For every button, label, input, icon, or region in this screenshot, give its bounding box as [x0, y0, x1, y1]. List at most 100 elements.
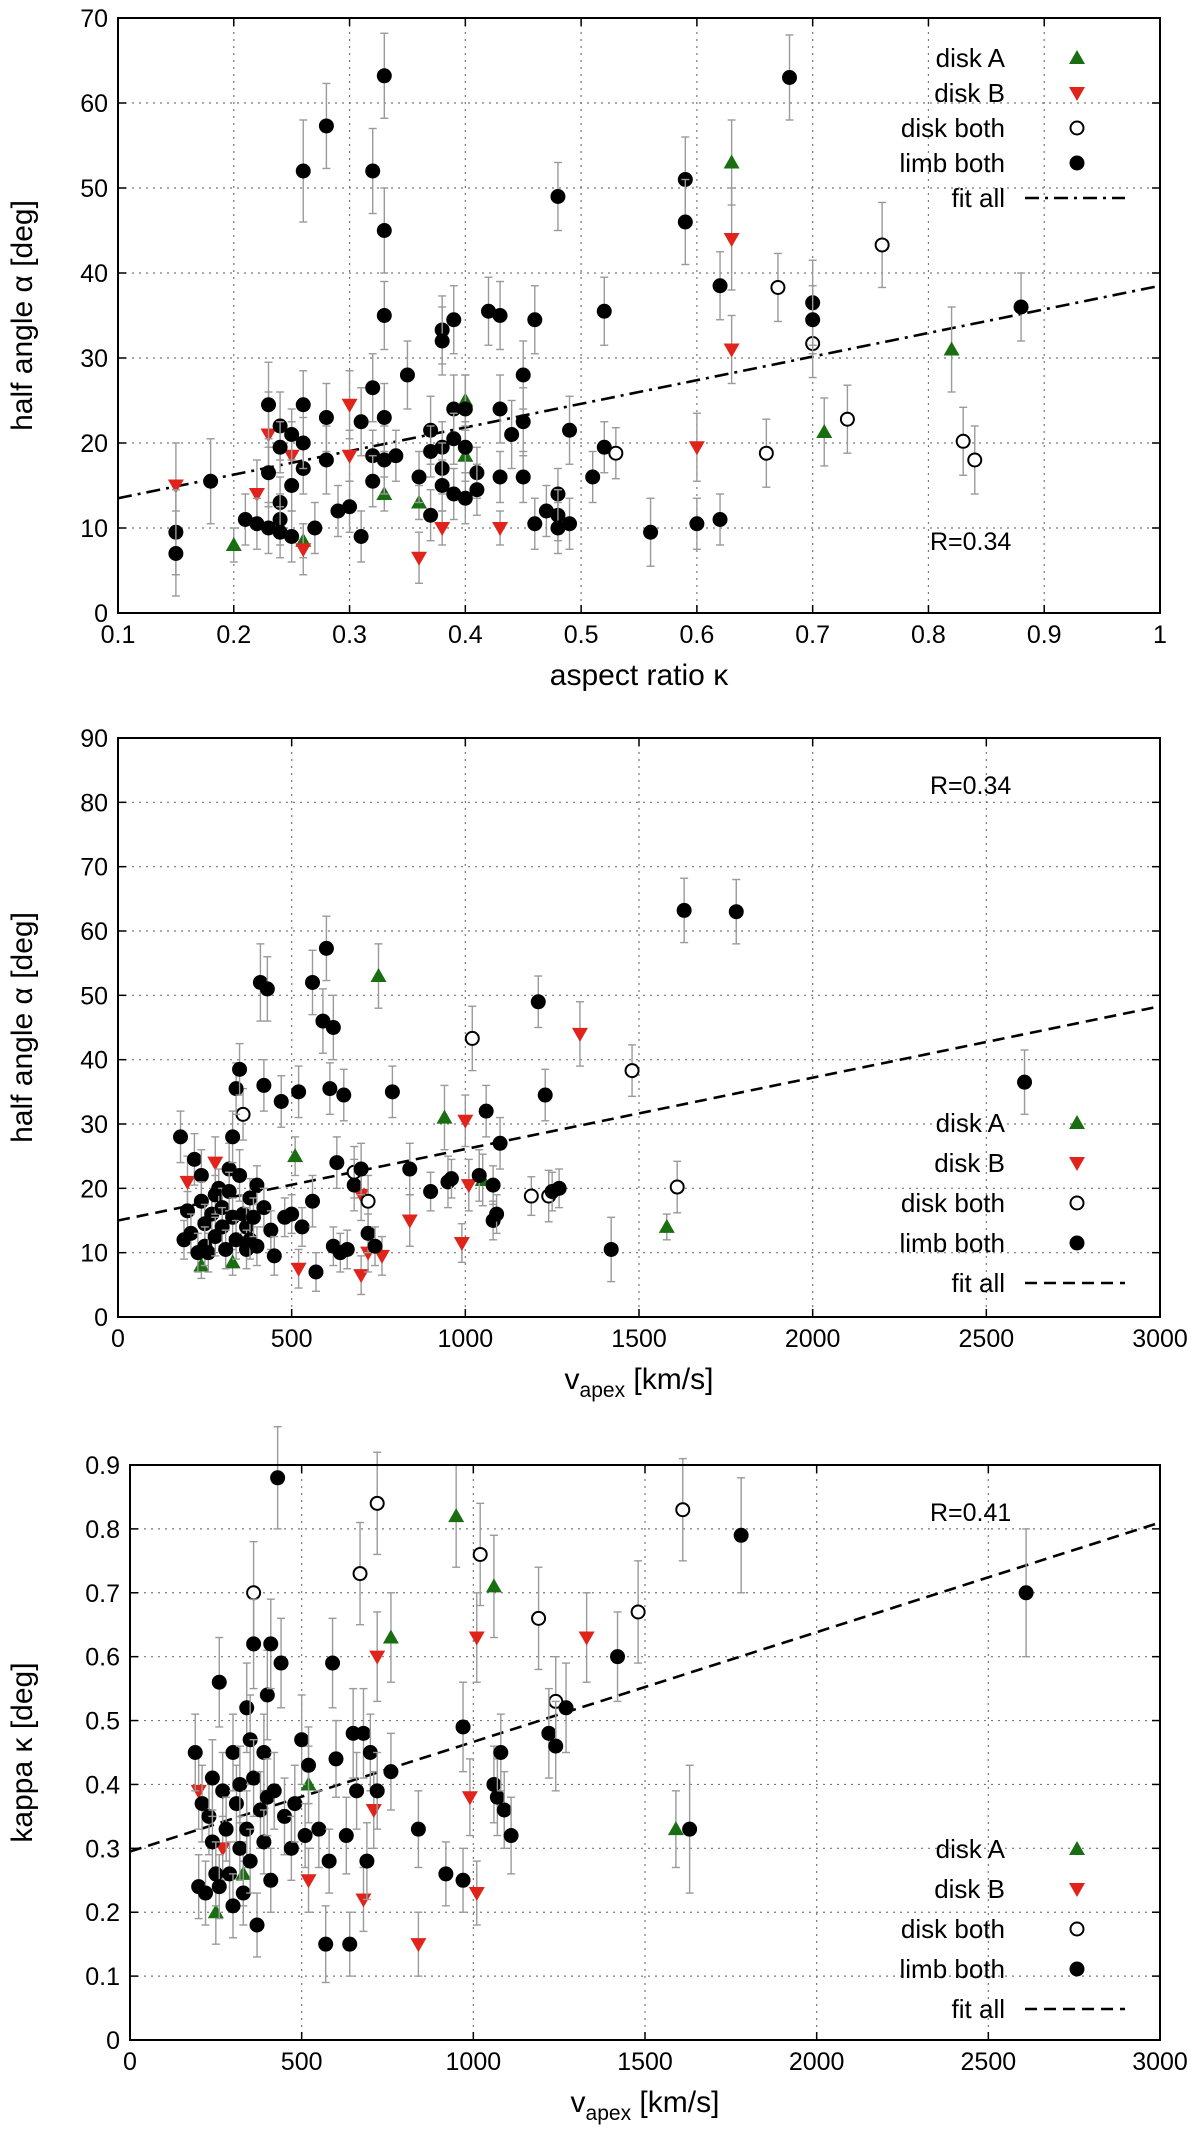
fit-all-line — [129, 1521, 1161, 1853]
point-disk-both — [874, 237, 890, 253]
point-disk-both — [472, 1546, 488, 1562]
x-label-main: v — [565, 1363, 580, 1396]
point-limb-both — [211, 1674, 227, 1690]
point-disk-both — [352, 1566, 368, 1582]
point-limb-both — [218, 1241, 234, 1257]
point-disk-B — [434, 522, 451, 536]
point-disk-B — [369, 1650, 386, 1665]
legend-label: fit all — [952, 183, 1005, 213]
point-limb-both — [329, 1155, 345, 1171]
x-label-subscript: apex — [586, 2102, 632, 2125]
point-limb-both — [349, 1783, 365, 1799]
point-limb-both — [194, 1796, 210, 1812]
legend-label: fit all — [952, 1994, 1005, 2024]
point-limb-both — [411, 469, 427, 485]
point-limb-both — [318, 940, 334, 956]
point-limb-both — [562, 422, 578, 438]
grid-lines — [118, 18, 1160, 613]
x-label-main: v — [571, 2086, 586, 2119]
point-disk-A — [658, 1218, 675, 1233]
point-limb-both — [376, 308, 392, 323]
point-limb-both — [515, 414, 531, 430]
point-disk-B — [341, 398, 358, 413]
tick-labels: 0.1 0.2 0.3 0.4 0.5 0.6 0.7 0.8 0.9 1010203040506… — [80, 5, 1167, 649]
point-limb-both — [242, 1853, 258, 1869]
point-limb-both — [485, 1177, 501, 1193]
point-disk-both — [369, 1495, 385, 1511]
y-tick-label: 50 — [80, 982, 108, 1010]
point-limb-both — [423, 444, 439, 459]
legend-label: disk both — [901, 1914, 1005, 1944]
tick-labels: 0 500 1000 1500 2000 2500 3000 0 10 20 30 40 50 60 70 8… — [80, 725, 1188, 1353]
point-disk-both — [967, 452, 983, 468]
point-disk-A — [485, 1578, 502, 1593]
x-tick-label: 0 — [111, 1325, 125, 1353]
point-limb-both — [492, 308, 508, 323]
point-limb-both — [256, 1834, 272, 1850]
point-disk-A — [370, 968, 387, 983]
point-limb-both — [228, 1081, 244, 1097]
point-limb-both — [527, 516, 543, 532]
x-tick-label: 0.9 — [1027, 621, 1062, 649]
point-disk-B — [411, 551, 428, 566]
point-disk-A — [723, 154, 740, 169]
point-limb-both — [338, 1828, 354, 1844]
point-limb-both — [541, 1725, 557, 1741]
point-limb-both — [537, 1087, 553, 1103]
point-limb-both — [515, 367, 531, 383]
point-disk-B — [460, 1179, 477, 1194]
point-disk-both — [464, 1030, 480, 1046]
point-limb-both — [376, 68, 392, 84]
point-limb-both — [548, 1738, 564, 1754]
x-tick-label: 2500 — [961, 2048, 1017, 2076]
legend-label: limb both — [900, 1228, 1006, 1258]
point-disk-B — [355, 1893, 372, 1908]
point-disk-B — [373, 1249, 390, 1264]
point-disk-B — [341, 449, 358, 464]
point-disk-B — [571, 1027, 588, 1042]
point-limb-both — [322, 1081, 338, 1097]
point-limb-both — [232, 1061, 248, 1077]
point-disk-B — [461, 1791, 478, 1806]
point-limb-both — [261, 520, 277, 536]
point-limb-both — [173, 1129, 189, 1145]
point-limb-both — [489, 1789, 505, 1805]
point-limb-both — [504, 427, 520, 442]
point-limb-both — [183, 1225, 199, 1241]
point-limb-both — [246, 1770, 262, 1786]
x-tick-label: 0.1 — [101, 621, 136, 649]
fit-all-line — [117, 1004, 1161, 1222]
point-limb-both — [346, 1177, 362, 1193]
point-limb-both — [297, 1828, 313, 1844]
point-limb-both — [376, 223, 392, 238]
point-limb-both — [443, 1171, 459, 1187]
legend-marker-limb-both — [1069, 1235, 1085, 1251]
point-disk-A — [225, 537, 242, 551]
point-limb-both — [596, 303, 612, 319]
point-disk-B — [207, 1156, 224, 1171]
point-disk-A — [816, 423, 833, 438]
point-limb-both — [503, 1828, 519, 1844]
grid-lines — [130, 1465, 1160, 2040]
point-limb-both — [805, 312, 821, 328]
point-limb-both — [187, 1745, 203, 1760]
point-limb-both — [610, 1649, 626, 1665]
point-disk-B — [410, 1938, 427, 1953]
point-limb-both — [249, 1177, 265, 1193]
point-disk-B — [688, 441, 705, 456]
point-limb-both — [237, 512, 253, 527]
point-limb-both — [399, 367, 415, 383]
x-tick-label: 1000 — [446, 2048, 502, 2076]
y-tick-label: 0.6 — [85, 1644, 120, 1672]
point-limb-both — [284, 478, 300, 493]
fit-line — [117, 1004, 1161, 1222]
point-limb-both — [295, 435, 311, 451]
point-disk-B — [457, 1114, 474, 1129]
point-limb-both — [263, 1872, 279, 1888]
point-limb-both — [301, 1757, 317, 1773]
point-limb-both — [325, 1655, 341, 1671]
point-limb-both — [186, 1151, 202, 1167]
point-limb-both — [558, 1700, 574, 1716]
legend-marker-limb-both — [1069, 1961, 1085, 1977]
